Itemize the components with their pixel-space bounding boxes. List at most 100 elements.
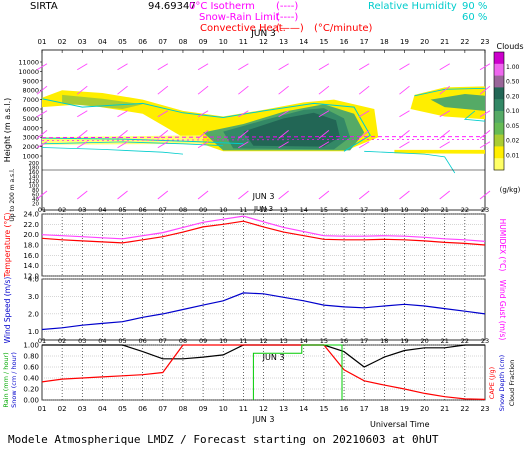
rh-contour-line <box>364 150 456 174</box>
wind-barb <box>76 190 88 200</box>
temperature-y-tick-label: 18.0 <box>23 242 39 250</box>
clouds-hour-label: 01 <box>38 38 47 46</box>
wind-barb <box>399 190 410 200</box>
isotherm-legend: 0°C Isotherm <box>189 1 255 12</box>
precip-x-tick-label: 07 <box>158 405 167 413</box>
wind-barb <box>439 190 451 200</box>
wind-barb <box>157 130 169 139</box>
colorbar-label: 0.20 <box>506 93 520 100</box>
temperature-hour-label: 05 <box>118 206 126 214</box>
clouds-hour-label: 16 <box>340 38 349 46</box>
temperature-hour-label: 14 <box>300 206 308 214</box>
colorbar-swatch <box>494 87 504 100</box>
wind-barb <box>278 130 289 139</box>
clouds-date-label: JUN 3 <box>250 29 276 39</box>
wind-barb <box>358 130 370 139</box>
wind-barb <box>318 190 330 200</box>
temperature-hour-label: 17 <box>360 206 368 214</box>
wind-barb <box>238 63 249 71</box>
wind-barb <box>318 85 330 95</box>
precip-y-tick-label: 1.00 <box>23 342 39 350</box>
precip-hour-label: 20 <box>420 337 428 345</box>
clouds-y-tick-label: 7000 <box>22 96 39 104</box>
rh-contour-line <box>414 87 486 97</box>
wind-barb <box>399 85 410 95</box>
temperature-hour-label: 09 <box>199 206 207 214</box>
colorbar-swatch <box>494 99 504 112</box>
precip-x-tick-label: 10 <box>219 405 228 413</box>
wind-barb <box>117 141 128 149</box>
precip-hour-label: 10 <box>219 337 227 345</box>
snow-rain-legend: Snow-Rain Limit <box>199 12 280 23</box>
wind-barb <box>439 130 451 139</box>
wind-barb <box>157 85 169 95</box>
temperature-y-tick-label: 24.0 <box>23 211 39 219</box>
wind-series-line <box>41 292 486 331</box>
snow-y-label: Snow (cm / hour) <box>10 352 18 408</box>
rh-60: 60 % <box>462 12 487 23</box>
wind-barb <box>157 110 169 118</box>
wind-barb <box>358 141 370 149</box>
precip-x-tick-label: 22 <box>460 405 469 413</box>
wind-barb <box>399 63 410 71</box>
wind-barb <box>238 130 249 139</box>
wind-barb <box>36 63 48 71</box>
precip-x-tick-label: 20 <box>420 405 429 413</box>
wind-barb <box>197 190 209 200</box>
wind-barb <box>318 110 330 118</box>
temperature-hour-label: 03 <box>78 206 86 214</box>
temperature-hour-label: 12 <box>259 206 267 214</box>
colorbar-swatch <box>494 75 504 88</box>
cape-y-label: CAPE (J/g) <box>488 367 496 399</box>
colorbar-swatch <box>494 146 504 159</box>
clouds-y-tick-label: 180 <box>29 166 40 172</box>
wind-barb <box>358 63 370 71</box>
isotherm-line <box>41 136 485 139</box>
wind-barb <box>479 130 491 139</box>
wind-barb <box>278 63 289 71</box>
temperature-hour-label: 02 <box>58 206 66 214</box>
wind-barb <box>399 141 410 149</box>
clouds-hour-label: 19 <box>400 38 409 46</box>
wind-barb <box>238 110 249 118</box>
colorbar-label: 1.00 <box>506 64 520 71</box>
rh-90: 90 % <box>462 1 487 12</box>
clouds-y-tick-label: 120 <box>29 179 40 185</box>
temperature-hour-label: 18 <box>380 206 388 214</box>
precip-hour-label: 16 <box>340 337 348 345</box>
wind-gust-y-label: Wind Gust (m/s) <box>498 280 507 341</box>
clouds-hour-label: 23 <box>481 38 490 46</box>
clouds-hour-label: 20 <box>420 38 429 46</box>
clouds-hour-label: 11 <box>239 38 248 46</box>
temperature-hour-label: 19 <box>400 206 408 214</box>
precip-hour-label: 14 <box>300 337 308 345</box>
colorbar-swatch <box>494 122 504 135</box>
clouds-y-label: Height (m a.s.l.) <box>3 98 12 163</box>
clouds-hour-label: 05 <box>118 38 127 46</box>
wind-barb <box>36 130 48 139</box>
precip-hour-label: 08 <box>179 337 187 345</box>
clouds-y-tick-label: 3000 <box>22 134 39 142</box>
clouds-hour-label: 07 <box>158 38 167 46</box>
clouds-hour-label: 02 <box>58 38 67 46</box>
clouds-y-tick-label: 5000 <box>22 115 39 123</box>
rain-step-line <box>252 344 343 400</box>
wind-barb <box>76 130 88 139</box>
clouds-hour-label: 17 <box>360 38 369 46</box>
wind-barb <box>117 130 128 139</box>
wind-barb <box>439 141 450 149</box>
precip-x-tick-label: 19 <box>400 405 409 413</box>
precip-hour-label: 17 <box>360 337 368 345</box>
precip-y-tick-label: 0.60 <box>23 364 39 372</box>
precip-x-tick-label: 21 <box>440 405 449 413</box>
precip-y-tick-label: 0.00 <box>23 397 39 405</box>
precip-x-tick-label: 09 <box>199 405 208 413</box>
precip-hour-label: 09 <box>199 337 207 345</box>
clouds-hour-label: 10 <box>219 38 228 46</box>
temperature-hour-label: 20 <box>420 206 428 214</box>
colorbar-label: 0.50 <box>506 79 520 86</box>
precip-hour-label: 15 <box>320 337 328 345</box>
wind-barb <box>36 85 48 95</box>
rain-y-label: Rain (mm / hour) <box>2 352 10 407</box>
clouds-hour-label: 15 <box>319 38 328 46</box>
